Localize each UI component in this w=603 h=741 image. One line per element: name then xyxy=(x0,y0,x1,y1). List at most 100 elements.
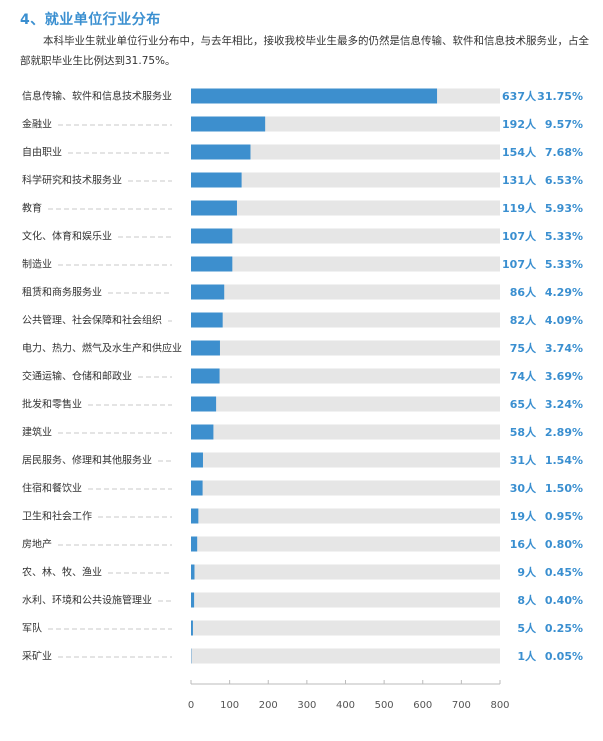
bar-track xyxy=(191,368,500,384)
count-label: 1人 xyxy=(517,649,537,663)
bar-track xyxy=(191,648,500,664)
bar-track xyxy=(191,116,500,132)
bar xyxy=(191,620,193,636)
bar-track xyxy=(191,452,500,468)
bar-track xyxy=(191,172,500,188)
x-tick-label: 400 xyxy=(336,700,355,711)
count-label: 5人 xyxy=(517,621,537,635)
bar-track xyxy=(191,228,500,244)
category-label: 电力、热力、燃气及水生产和供应业 xyxy=(22,342,182,355)
bar-track xyxy=(191,200,500,216)
bar-track xyxy=(191,284,500,300)
x-tick-label: 0 xyxy=(188,700,194,711)
percent-label: 31.75% xyxy=(537,90,583,103)
percent-label: 4.29% xyxy=(545,286,583,299)
x-tick-label: 100 xyxy=(220,700,239,711)
count-label: 119人 xyxy=(502,201,537,215)
count-label: 107人 xyxy=(502,257,537,271)
bar-track xyxy=(191,620,500,636)
percent-label: 0.05% xyxy=(545,650,583,663)
count-label: 82人 xyxy=(510,313,537,327)
category-label: 水利、环境和公共设施管理业 xyxy=(22,594,152,607)
bar xyxy=(191,592,195,608)
section-title: 4、就业单位行业分布 xyxy=(20,12,161,28)
bar-track xyxy=(191,340,500,356)
x-tick-label: 300 xyxy=(297,700,316,711)
bar xyxy=(191,340,220,356)
count-label: 192人 xyxy=(502,117,537,131)
category-label: 信息传输、软件和信息技术服务业 xyxy=(22,90,172,103)
percent-label: 0.45% xyxy=(545,566,583,579)
bar xyxy=(191,424,214,440)
bar xyxy=(191,116,266,132)
percent-label: 3.24% xyxy=(545,398,583,411)
bar xyxy=(191,88,438,104)
category-label: 农、林、牧、渔业 xyxy=(22,566,102,579)
percent-label: 1.50% xyxy=(545,482,583,495)
category-label: 金融业 xyxy=(22,118,52,131)
bar-track xyxy=(191,396,500,412)
count-label: 637人 xyxy=(502,89,537,103)
category-label: 居民服务、修理和其他服务业 xyxy=(22,454,152,467)
bar xyxy=(191,228,233,244)
x-tick-label: 500 xyxy=(375,700,394,711)
bar-track xyxy=(191,144,500,160)
count-label: 31人 xyxy=(510,453,537,467)
category-label: 文化、体育和娱乐业 xyxy=(22,230,112,243)
x-tick-label: 800 xyxy=(490,700,509,711)
count-label: 107人 xyxy=(502,229,537,243)
bar xyxy=(191,312,223,328)
bar xyxy=(191,200,237,216)
category-label: 交通运输、仓储和邮政业 xyxy=(22,370,132,383)
category-label: 军队 xyxy=(22,622,42,635)
percent-label: 3.69% xyxy=(545,370,583,383)
percent-label: 5.33% xyxy=(545,230,583,243)
percent-label: 6.53% xyxy=(545,174,583,187)
bar xyxy=(191,396,217,412)
count-label: 19人 xyxy=(510,509,537,523)
percent-label: 0.95% xyxy=(545,510,583,523)
percent-label: 0.80% xyxy=(545,538,583,551)
percent-label: 0.25% xyxy=(545,622,583,635)
bar-track xyxy=(191,564,500,580)
category-label: 建筑业 xyxy=(22,426,52,439)
count-label: 74人 xyxy=(510,369,537,383)
bar-track xyxy=(191,312,500,328)
category-label: 租赁和商务服务业 xyxy=(22,286,102,299)
percent-label: 5.33% xyxy=(545,258,583,271)
bar-track xyxy=(191,480,500,496)
category-label: 自由职业 xyxy=(22,146,62,159)
bar xyxy=(191,144,251,160)
bar-track xyxy=(191,508,500,524)
category-label: 采矿业 xyxy=(22,650,52,663)
count-label: 16人 xyxy=(510,537,537,551)
bar xyxy=(191,452,203,468)
percent-label: 3.74% xyxy=(545,342,583,355)
category-label: 房地产 xyxy=(22,538,52,551)
intro-paragraph: 本科毕业生就业单位行业分布中，与去年相比，接收我校毕业生最多的仍然是信息传输、软… xyxy=(20,35,589,67)
category-label: 住宿和餐饮业 xyxy=(22,482,82,495)
category-label: 卫生和社会工作 xyxy=(22,510,92,523)
bar xyxy=(191,284,225,300)
percent-label: 4.09% xyxy=(545,314,583,327)
bar-track xyxy=(191,592,500,608)
bar xyxy=(191,172,242,188)
percent-label: 2.89% xyxy=(545,426,583,439)
bar-track xyxy=(191,256,500,272)
count-label: 8人 xyxy=(517,593,537,607)
percent-label: 5.93% xyxy=(545,202,583,215)
bar-track xyxy=(191,424,500,440)
category-label: 批发和零售业 xyxy=(22,398,82,411)
bar-track xyxy=(191,536,500,552)
bar xyxy=(191,536,198,552)
bar xyxy=(191,508,199,524)
count-label: 75人 xyxy=(510,341,537,355)
category-label: 科学研究和技术服务业 xyxy=(22,174,122,187)
bar xyxy=(191,256,233,272)
count-label: 30人 xyxy=(510,481,537,495)
category-label: 教育 xyxy=(22,202,42,215)
count-label: 131人 xyxy=(502,173,537,187)
percent-label: 9.57% xyxy=(545,118,583,131)
x-tick-label: 600 xyxy=(413,700,432,711)
